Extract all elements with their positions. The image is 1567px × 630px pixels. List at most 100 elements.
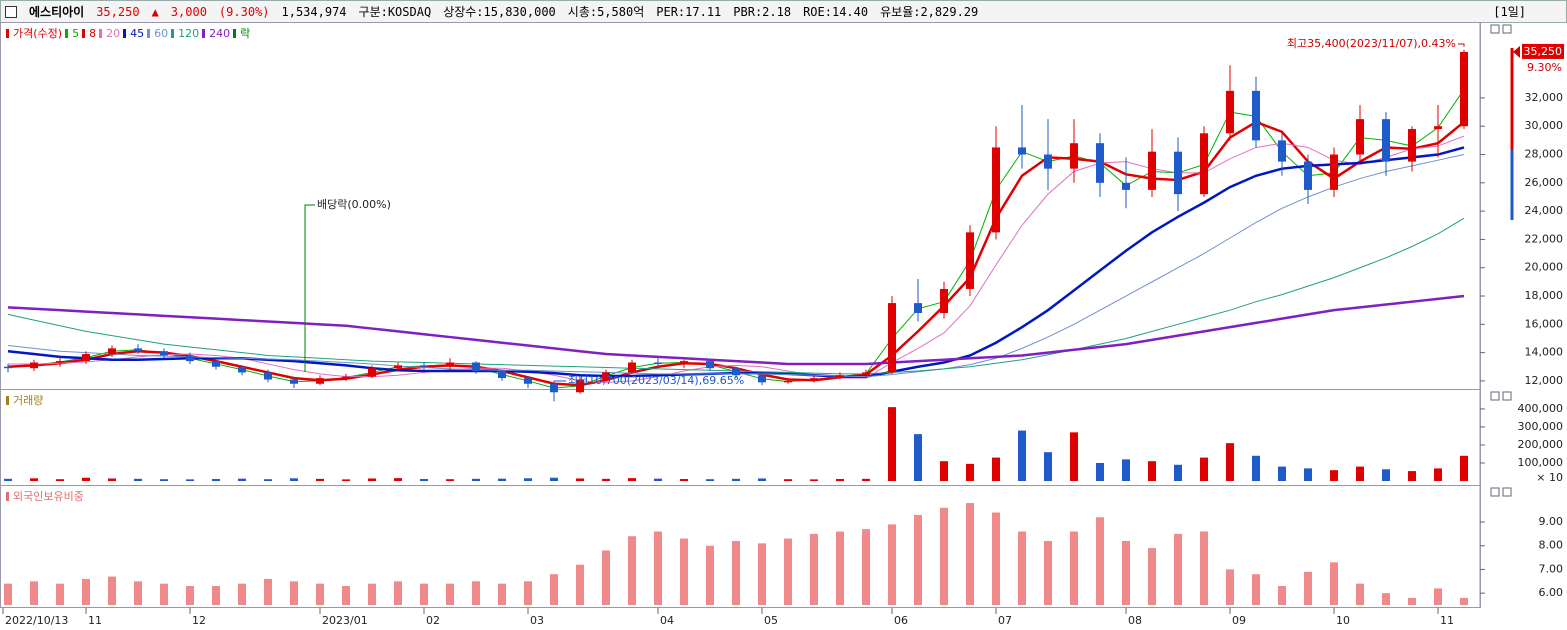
- candle-body: [186, 355, 194, 362]
- x-tick-label: 11: [1440, 614, 1454, 627]
- candle-body: [524, 378, 532, 384]
- bar: [680, 538, 688, 605]
- bar: [784, 479, 792, 481]
- ma-line: [7, 217, 1465, 375]
- bar: [1096, 517, 1104, 605]
- panel-title: 거래량: [13, 394, 44, 407]
- candle-body: [966, 232, 974, 289]
- ma-line: [7, 120, 1465, 387]
- bar: [1070, 531, 1078, 605]
- bar: [602, 478, 610, 481]
- candle-body: [1226, 90, 1234, 134]
- bar: [56, 583, 64, 605]
- candle-body: [602, 372, 610, 380]
- bar: [472, 478, 480, 481]
- candle-body: [1200, 133, 1208, 195]
- bar: [888, 524, 896, 605]
- bar: [992, 512, 1000, 605]
- price-tag-pointer: [1513, 45, 1520, 58]
- legend-marker: [6, 395, 9, 405]
- bar: [888, 407, 896, 481]
- y-tick-label: 22,000: [1525, 232, 1564, 245]
- bar: [1226, 569, 1234, 605]
- x-tick-label: 09: [1232, 614, 1246, 627]
- panel-button[interactable]: [1490, 24, 1500, 34]
- x-tick-label: 02: [426, 614, 440, 627]
- candle-body: [1434, 126, 1442, 130]
- candle-body: [290, 379, 298, 384]
- bar: [238, 583, 246, 605]
- candle-body: [914, 303, 922, 314]
- legend-entry: 5: [72, 26, 80, 40]
- bar: [1122, 540, 1130, 605]
- x-tick-label: 10: [1336, 614, 1350, 627]
- bar: [56, 479, 64, 481]
- legend-title: 가격(수정): [13, 27, 63, 40]
- y-tick-label: 9.00: [1539, 515, 1564, 528]
- market-cap: 시총:5,580억: [567, 5, 645, 19]
- candle-body: [888, 303, 896, 373]
- legend-marker: [6, 491, 9, 501]
- bar: [264, 479, 272, 481]
- candle-body: [680, 361, 688, 364]
- bar: [1330, 470, 1338, 481]
- legend-marker: [147, 28, 151, 38]
- ma-line: [7, 146, 1465, 378]
- bar: [706, 545, 714, 605]
- period[interactable]: [1일]: [1493, 5, 1526, 19]
- candle-body: [82, 354, 90, 362]
- candle-body: [446, 362, 454, 367]
- roe: ROE:14.40: [803, 4, 869, 19]
- candle-body: [212, 361, 220, 367]
- bar: [654, 478, 662, 481]
- legend-marker: [99, 28, 103, 38]
- candle-body: [732, 368, 740, 376]
- candle-body: [706, 361, 714, 369]
- bar: [1408, 471, 1416, 481]
- bar: [706, 479, 714, 481]
- checkbox[interactable]: [5, 5, 17, 18]
- pbr: PBR:2.18: [733, 4, 792, 19]
- candle-body: [628, 362, 636, 373]
- bar: [966, 463, 974, 481]
- candle-body: [576, 379, 584, 393]
- y-tick-label: 300,000: [1518, 420, 1564, 433]
- y-tick-label: 7.00: [1539, 562, 1564, 575]
- x-tick-label: 08: [1128, 614, 1142, 627]
- candle-body: [56, 361, 64, 363]
- bar: [550, 477, 558, 481]
- legend-marker: [65, 28, 69, 38]
- x-tick-label: 03: [530, 614, 544, 627]
- candle-body: [1096, 143, 1104, 183]
- bar: [732, 478, 740, 481]
- panel-button[interactable]: [1502, 391, 1512, 401]
- candle-body: [472, 362, 480, 372]
- bar: [186, 586, 194, 605]
- candle-body: [30, 362, 38, 369]
- bar: [160, 479, 168, 481]
- volume-legend: 거래량: [6, 392, 43, 408]
- price-tag-change: 9.30%: [1527, 61, 1562, 74]
- candle-body: [1382, 119, 1390, 162]
- bar: [108, 576, 116, 605]
- candle-body: [1278, 140, 1286, 162]
- ma-line: [7, 294, 1465, 366]
- candle-body: [368, 368, 376, 377]
- ma-line: [8, 135, 1465, 383]
- bar: [1434, 468, 1442, 481]
- panel-button[interactable]: [1490, 391, 1500, 401]
- bar: [212, 586, 220, 605]
- bar: [758, 478, 766, 481]
- arrow: ▲: [151, 4, 159, 19]
- bar: [1460, 455, 1468, 481]
- legend-marker: [233, 28, 237, 38]
- bar: [1278, 586, 1286, 605]
- panel-button[interactable]: [1490, 487, 1500, 497]
- candle-body: [1044, 154, 1052, 169]
- candle-body: [1304, 161, 1312, 190]
- bar: [1382, 469, 1390, 481]
- panel-button[interactable]: [1502, 24, 1512, 34]
- bar: [1408, 597, 1416, 605]
- bar: [1356, 466, 1364, 481]
- panel-button[interactable]: [1502, 487, 1512, 497]
